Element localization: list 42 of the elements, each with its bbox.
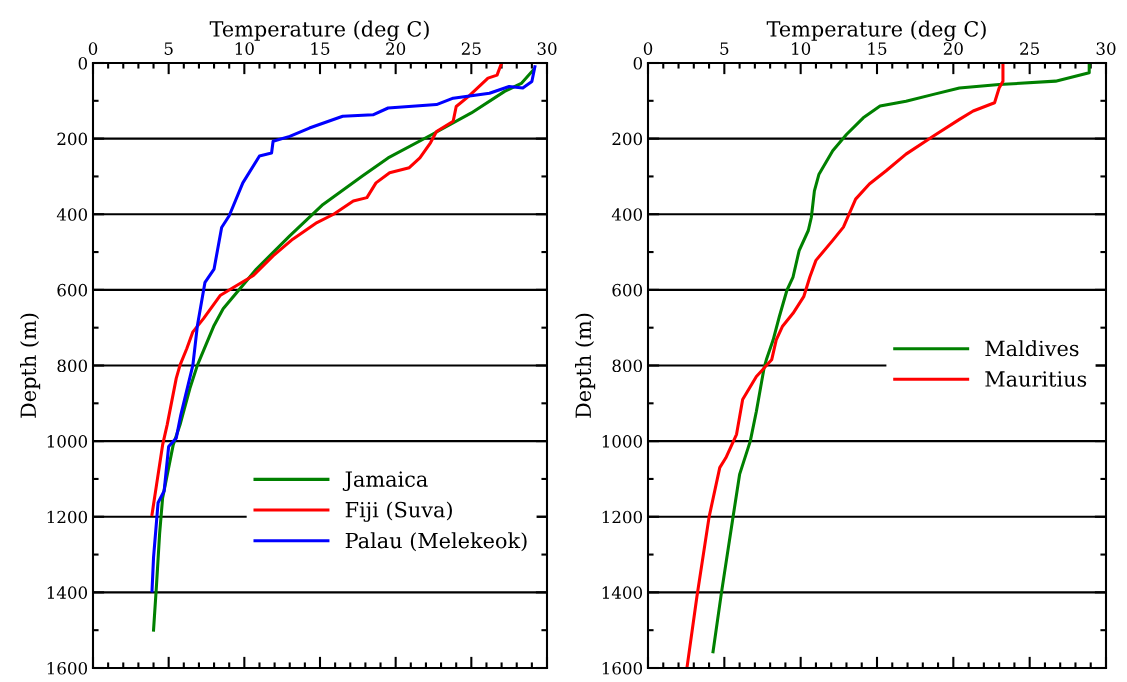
x-tick-label: 15 — [311, 42, 330, 55]
x-tick-label: 10 — [235, 42, 254, 55]
y-tick-label: 1600 — [47, 661, 88, 675]
y-tick-label: 1200 — [47, 510, 88, 524]
x-tick-label: 20 — [386, 42, 406, 55]
y-tick-label: 200 — [57, 132, 88, 146]
x-tick-label: 25 — [1020, 42, 1039, 55]
y-tick-label: 400 — [56, 208, 88, 221]
x-tick-label: 30 — [1096, 42, 1116, 55]
y-tick-label: 200 — [612, 132, 643, 146]
y-tick-label: 1400 — [602, 586, 643, 599]
y-tick-label: 0 — [633, 56, 643, 70]
line-series — [711, 63, 1091, 654]
y-tick-label: 1000 — [47, 435, 88, 448]
x-tick-label: 0 — [643, 42, 653, 55]
y-tick-label: 600 — [612, 283, 643, 297]
x-tick-label: 10 — [792, 42, 811, 55]
x-tick-label: 5 — [164, 42, 173, 55]
legend-label: Palau (Melekeok) — [345, 532, 527, 552]
y-axis-title: Depth (m) — [575, 313, 596, 418]
y-tick-label: 800 — [612, 359, 643, 373]
legend-label: Jamaica — [342, 471, 428, 491]
y-axis-title: Depth (m) — [20, 313, 41, 418]
legend-label: Mauritius — [985, 371, 1087, 387]
x-axis-title: Temperature (deg C) — [766, 20, 986, 42]
x-tick-label: 15 — [868, 42, 887, 55]
y-tick-label: 400 — [611, 208, 643, 221]
y-tick-label: 1600 — [602, 661, 643, 675]
legend-label: Maldives — [985, 340, 1079, 357]
x-tick-label: 25 — [461, 42, 481, 55]
y-tick-label: 600 — [57, 283, 88, 297]
x-tick-label: 0 — [88, 42, 98, 55]
y-tick-label: 1200 — [602, 510, 643, 524]
x-tick-label: 20 — [943, 42, 963, 55]
legend-label: Fiji (Suva) — [345, 501, 452, 522]
y-tick-label: 800 — [57, 359, 88, 373]
y-tick-label: 1000 — [602, 435, 643, 448]
y-tick-label: 1400 — [47, 586, 88, 599]
x-axis-title: Temperature (deg C) — [209, 20, 429, 42]
x-tick-label: 5 — [720, 42, 729, 55]
y-tick-label: 0 — [78, 56, 88, 70]
x-tick-label: 30 — [537, 42, 557, 55]
